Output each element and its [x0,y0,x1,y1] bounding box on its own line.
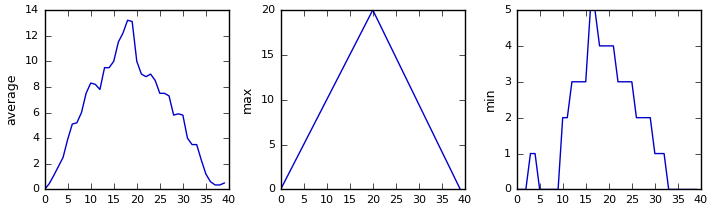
Y-axis label: min: min [484,88,497,112]
Y-axis label: average: average [5,74,18,125]
Y-axis label: max: max [241,86,254,113]
